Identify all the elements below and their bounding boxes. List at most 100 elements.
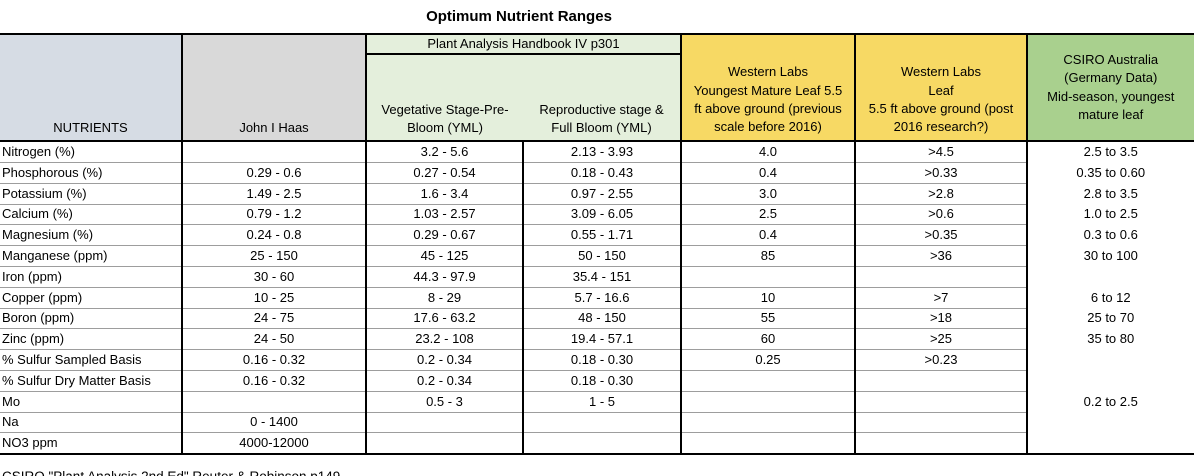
cell-john-i-haas: 25 - 150 <box>182 245 367 267</box>
cell-vegetative-stage: 23.2 - 108 <box>366 328 524 351</box>
cell-vegetative-stage: 1.03 - 2.57 <box>366 204 524 226</box>
cell-john-i-haas: 24 - 75 <box>182 308 367 330</box>
row-label-nutrient: Magnesium (%) <box>0 224 183 247</box>
table-body: Nitrogen (%) 3.2 - 5.6 2.13 - 3.93 4.0 >… <box>0 141 1194 456</box>
cell-vegetative-stage: 0.5 - 3 <box>366 391 524 413</box>
cell-csiro-australia: 2.8 to 3.5 <box>1026 183 1194 205</box>
table-row: Potassium (%) 1.49 - 2.5 1.6 - 3.4 0.97 … <box>0 183 1194 205</box>
cell-csiro-australia: 35 to 80 <box>1026 328 1194 350</box>
cell-john-i-haas: 4000-12000 <box>182 432 367 456</box>
cell-csiro-australia: 0.35 to 0.60 <box>1026 162 1194 184</box>
column-header-western-labs-post: Western Labs Leaf 5.5 ft above ground (p… <box>855 32 1028 143</box>
cell-csiro-australia: 30 to 100 <box>1026 245 1194 267</box>
column-header-john-i-haas: John I Haas <box>182 32 367 143</box>
cell-western-labs-post: >0.23 <box>855 349 1028 371</box>
cell-reproductive-stage: 0.18 - 0.43 <box>523 162 682 184</box>
cell-reproductive-stage: 0.55 - 1.71 <box>523 224 682 247</box>
cell-western-labs-prev: 60 <box>681 328 856 351</box>
cell-csiro-australia: 6 to 12 <box>1026 287 1194 309</box>
cell-reproductive-stage <box>523 432 682 456</box>
cell-western-labs-prev: 0.4 <box>681 162 856 184</box>
cell-vegetative-stage <box>366 432 524 456</box>
row-label-nutrient: Copper (ppm) <box>0 287 183 309</box>
cell-western-labs-prev: 2.5 <box>681 204 856 226</box>
cell-vegetative-stage: 17.6 - 63.2 <box>366 308 524 330</box>
row-label-nutrient: Iron (ppm) <box>0 266 183 288</box>
row-label-nutrient: NO3 ppm <box>0 432 183 456</box>
table-row: Manganese (ppm) 25 - 150 45 - 125 50 - 1… <box>0 245 1194 267</box>
column-group-header-plant-analysis-handbook: Plant Analysis Handbook IV p301 <box>366 32 682 55</box>
table-row: % Sulfur Dry Matter Basis 0.16 - 0.32 0.… <box>0 370 1194 392</box>
column-header-vegetative-stage: Vegetative Stage-Pre- Bloom (YML) <box>366 53 523 143</box>
cell-vegetative-stage: 0.2 - 0.34 <box>366 370 524 392</box>
source-citation: CSIRO "Plant Analysis 2nd Ed" Reuter & R… <box>0 469 1194 476</box>
cell-western-labs-prev: 0.4 <box>681 224 856 247</box>
row-label-nutrient: % Sulfur Sampled Basis <box>0 349 183 371</box>
cell-vegetative-stage: 8 - 29 <box>366 287 524 309</box>
cell-csiro-australia: 1.0 to 2.5 <box>1026 204 1194 225</box>
cell-western-labs-post: >4.5 <box>855 141 1028 163</box>
cell-western-labs-prev: 0.25 <box>681 349 856 371</box>
cell-western-labs-prev: 3.0 <box>681 183 856 205</box>
cell-western-labs-post: >0.35 <box>855 224 1028 247</box>
table-row: Phosphorous (%) 0.29 - 0.6 0.27 - 0.54 0… <box>0 162 1194 184</box>
cell-western-labs-post <box>855 266 1028 288</box>
cell-reproductive-stage: 0.18 - 0.30 <box>523 370 682 392</box>
cell-vegetative-stage: 0.27 - 0.54 <box>366 162 524 184</box>
row-label-nutrient: Manganese (ppm) <box>0 245 183 267</box>
table-row: % Sulfur Sampled Basis 0.16 - 0.32 0.2 -… <box>0 349 1194 371</box>
cell-western-labs-prev <box>681 370 856 392</box>
table-row: Nitrogen (%) 3.2 - 5.6 2.13 - 3.93 4.0 >… <box>0 141 1194 163</box>
cell-vegetative-stage: 45 - 125 <box>366 245 524 267</box>
table-row: Calcium (%) 0.79 - 1.2 1.03 - 2.57 3.09 … <box>0 204 1194 226</box>
nutrient-table: NUTRIENTS John I Haas Plant Analysis Han… <box>0 32 1194 456</box>
cell-western-labs-prev <box>681 432 856 456</box>
row-label-nutrient: Na <box>0 412 183 434</box>
cell-john-i-haas: 1.49 - 2.5 <box>182 183 367 205</box>
cell-csiro-australia: 0.3 to 0.6 <box>1026 224 1194 246</box>
row-label-nutrient: Nitrogen (%) <box>0 141 183 163</box>
cell-western-labs-post <box>855 370 1028 392</box>
cell-western-labs-prev <box>681 391 856 413</box>
cell-csiro-australia: 2.5 to 3.5 <box>1026 141 1194 163</box>
cell-csiro-australia <box>1026 432 1194 456</box>
cell-reproductive-stage: 19.4 - 57.1 <box>523 328 682 351</box>
cell-csiro-australia <box>1026 266 1194 288</box>
cell-reproductive-stage: 50 - 150 <box>523 245 682 267</box>
cell-vegetative-stage <box>366 412 524 434</box>
cell-western-labs-prev: 4.0 <box>681 141 856 163</box>
cell-western-labs-post: >18 <box>855 308 1028 330</box>
cell-western-labs-prev: 85 <box>681 245 856 267</box>
cell-western-labs-post <box>855 432 1028 456</box>
cell-john-i-haas: 0.16 - 0.32 <box>182 349 367 371</box>
cell-vegetative-stage: 0.29 - 0.67 <box>366 224 524 247</box>
cell-western-labs-prev <box>681 412 856 434</box>
table-row: Na 0 - 1400 <box>0 412 1194 434</box>
cell-john-i-haas: 0.29 - 0.6 <box>182 162 367 184</box>
table-row: Mo 0.5 - 3 1 - 5 0.2 to 2.5 <box>0 391 1194 413</box>
cell-western-labs-prev <box>681 266 856 288</box>
cell-western-labs-post <box>855 412 1028 434</box>
cell-john-i-haas <box>182 141 367 163</box>
table-header: NUTRIENTS John I Haas Plant Analysis Han… <box>0 32 1194 143</box>
cell-john-i-haas: 24 - 50 <box>182 328 367 351</box>
cell-reproductive-stage <box>523 412 682 434</box>
row-label-nutrient: Calcium (%) <box>0 204 183 226</box>
cell-western-labs-post: >2.8 <box>855 183 1028 205</box>
row-label-nutrient: Phosphorous (%) <box>0 162 183 184</box>
table-row: Magnesium (%) 0.24 - 0.8 0.29 - 0.67 0.5… <box>0 224 1194 247</box>
column-header-western-labs-previous: Western Labs Youngest Mature Leaf 5.5 ft… <box>681 32 856 143</box>
cell-john-i-haas: 0.16 - 0.32 <box>182 370 367 392</box>
cell-vegetative-stage: 1.6 - 3.4 <box>366 183 524 205</box>
cell-reproductive-stage: 0.18 - 0.30 <box>523 349 682 371</box>
cell-vegetative-stage: 44.3 - 97.9 <box>366 266 524 288</box>
cell-reproductive-stage: 3.09 - 6.05 <box>523 204 682 226</box>
row-label-nutrient: Potassium (%) <box>0 183 183 205</box>
cell-reproductive-stage: 0.97 - 2.55 <box>523 183 682 205</box>
cell-western-labs-post: >36 <box>855 245 1028 267</box>
row-label-nutrient: % Sulfur Dry Matter Basis <box>0 370 183 392</box>
table-row: NO3 ppm 4000-12000 <box>0 432 1194 456</box>
cell-john-i-haas: 0.79 - 1.2 <box>182 204 367 226</box>
table-row: Zinc (ppm) 24 - 50 23.2 - 108 19.4 - 57.… <box>0 328 1194 351</box>
table-row: Boron (ppm) 24 - 75 17.6 - 63.2 48 - 150… <box>0 308 1194 330</box>
